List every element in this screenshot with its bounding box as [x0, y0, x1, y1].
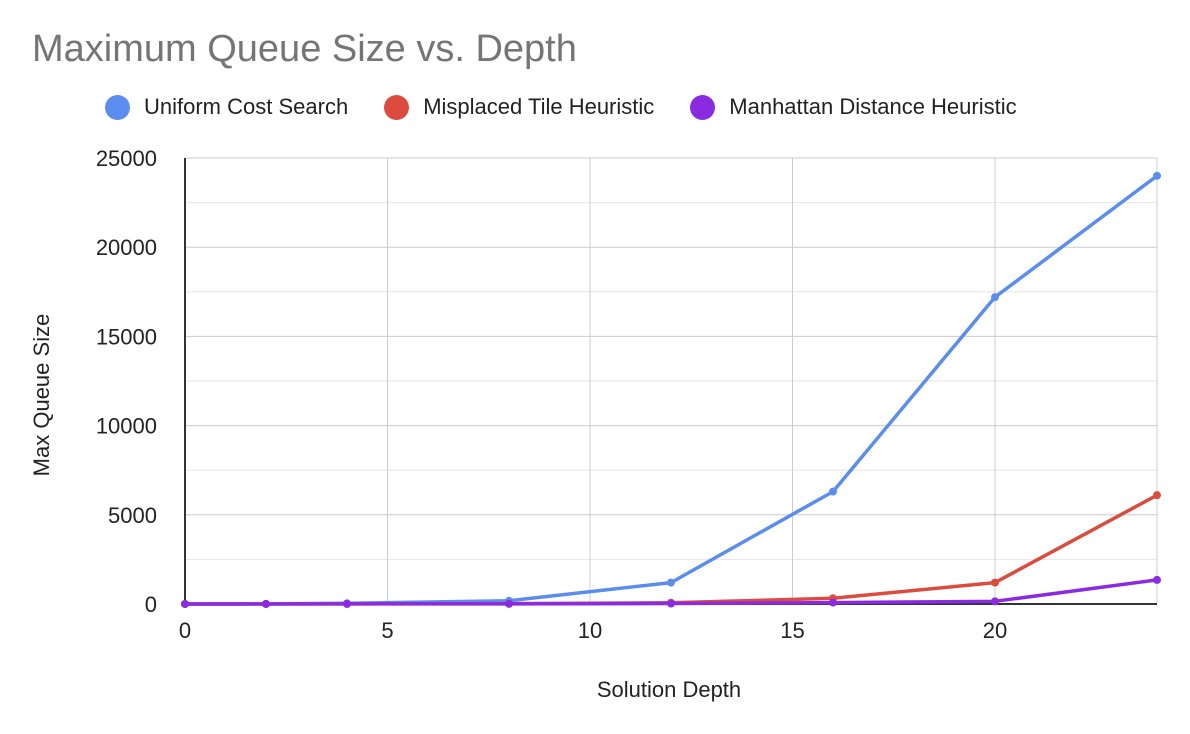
data-point-0: [829, 487, 837, 496]
legend-label-misplaced-tile: Misplaced Tile Heuristic: [423, 94, 655, 119]
y-tick-label: 20000: [96, 235, 157, 260]
data-point-2: [343, 599, 351, 608]
chart-title: Maximum Queue Size vs. Depth: [32, 28, 577, 70]
data-point-2: [667, 599, 675, 608]
x-tick-label: 5: [381, 618, 393, 643]
legend-item-manhattan[interactable]: Manhattan Distance Heuristic: [690, 94, 1017, 120]
data-point-2: [1153, 575, 1161, 584]
grid: [185, 157, 1158, 604]
series-line-1: [183, 493, 1159, 606]
legend-label-manhattan: Manhattan Distance Heuristic: [729, 94, 1017, 119]
y-tick-label: 10000: [96, 414, 157, 439]
x-tick-label: 20: [983, 618, 1007, 643]
data-point-1: [1153, 491, 1161, 500]
legend-label-uniform-cost: Uniform Cost Search: [144, 94, 349, 119]
data-point-2: [505, 599, 513, 608]
series: [181, 171, 1161, 608]
series-line-0: [183, 174, 1159, 606]
data-point-1: [991, 578, 999, 587]
y-tick-label: 0: [145, 592, 157, 617]
legend-swatch-manhattan: [690, 94, 716, 120]
data-point-0: [991, 293, 999, 302]
y-tick-label: 25000: [96, 146, 157, 171]
data-point-2: [181, 599, 189, 608]
data-point-2: [829, 598, 837, 607]
x-tick-label: 15: [780, 618, 804, 643]
data-point-0: [667, 578, 675, 587]
data-point-0: [1153, 171, 1161, 180]
y-tick-label: 5000: [108, 503, 157, 528]
data-point-2: [991, 597, 999, 606]
legend-swatch-uniform-cost: [105, 94, 130, 120]
series-line-2: [183, 578, 1159, 606]
y-tick-label: 15000: [96, 324, 157, 349]
legend-swatch-misplaced-tile: [384, 94, 410, 120]
x-tick-label: 0: [179, 618, 191, 643]
tick-labels: 0 5000 10000 15000 20000 25000 0 5 10 15 20: [96, 146, 1007, 643]
legend-item-misplaced-tile[interactable]: Misplaced Tile Heuristic: [384, 94, 654, 120]
x-tick-label: 10: [578, 618, 602, 643]
legend-item-uniform-cost[interactable]: Uniform Cost Search: [105, 94, 348, 120]
legend: Uniform Cost Search Misplaced Tile Heuri…: [105, 94, 1017, 120]
data-point-2: [262, 599, 270, 608]
